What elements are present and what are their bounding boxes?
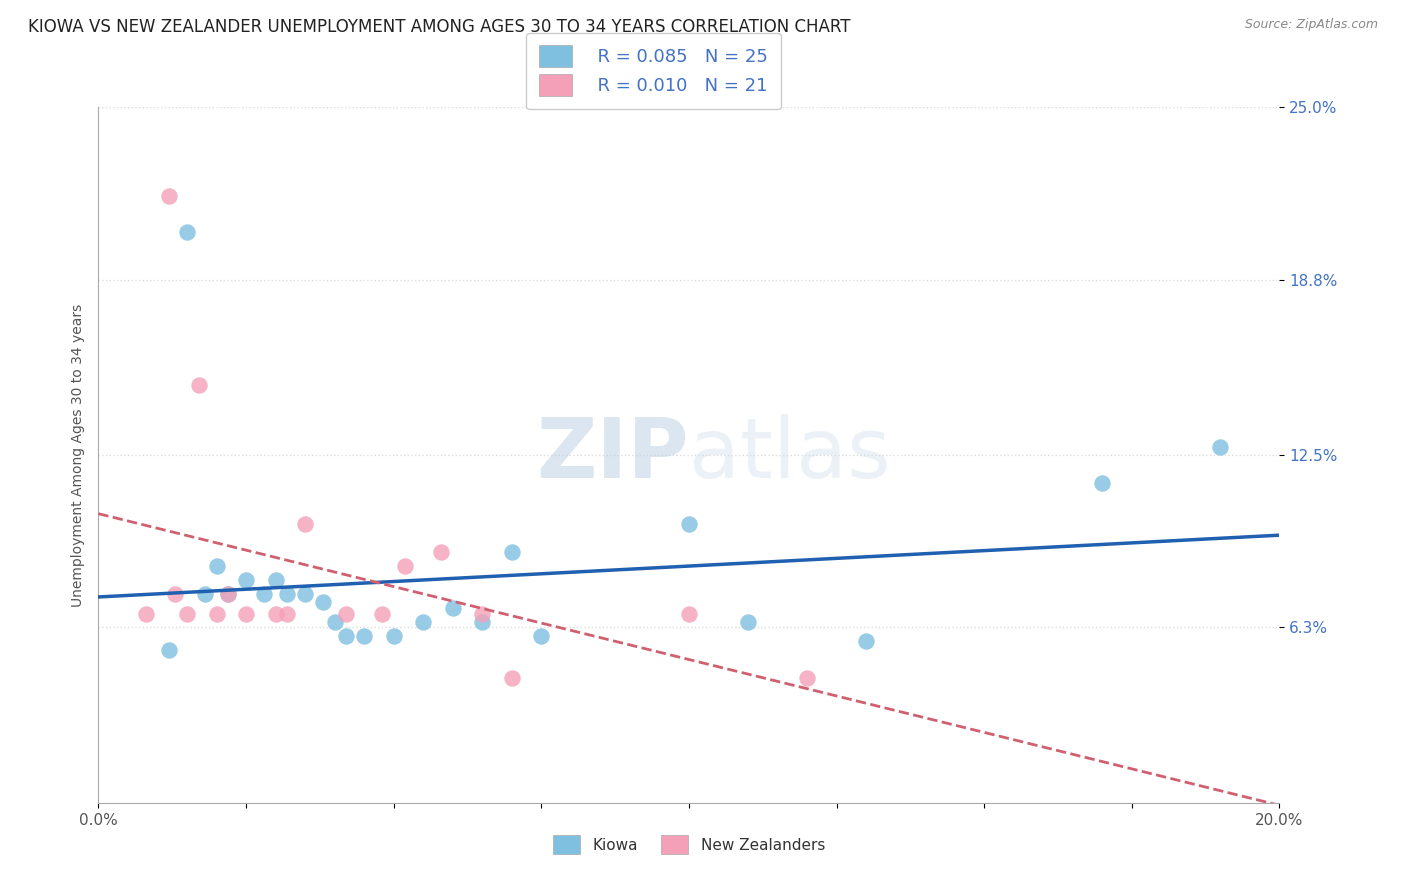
Text: Source: ZipAtlas.com: Source: ZipAtlas.com bbox=[1244, 18, 1378, 31]
Point bbox=[471, 615, 494, 629]
Point bbox=[412, 615, 434, 629]
Point bbox=[176, 225, 198, 239]
Point bbox=[294, 517, 316, 532]
Point bbox=[235, 607, 257, 621]
Point bbox=[855, 634, 877, 648]
Point bbox=[294, 587, 316, 601]
Point bbox=[135, 607, 157, 621]
Point bbox=[382, 629, 405, 643]
Point bbox=[737, 615, 759, 629]
Point bbox=[678, 607, 700, 621]
Point bbox=[187, 378, 209, 392]
Point bbox=[276, 607, 298, 621]
Text: atlas: atlas bbox=[689, 415, 890, 495]
Point bbox=[217, 587, 239, 601]
Point bbox=[312, 595, 335, 609]
Point bbox=[430, 545, 453, 559]
Point bbox=[1209, 440, 1232, 454]
Point bbox=[353, 629, 375, 643]
Point bbox=[264, 607, 287, 621]
Point bbox=[235, 573, 257, 587]
Point bbox=[323, 615, 346, 629]
Point bbox=[205, 607, 228, 621]
Point bbox=[678, 517, 700, 532]
Point bbox=[276, 587, 298, 601]
Point bbox=[157, 642, 180, 657]
Point bbox=[176, 607, 198, 621]
Point bbox=[205, 559, 228, 574]
Point bbox=[217, 587, 239, 601]
Point bbox=[394, 559, 416, 574]
Point bbox=[194, 587, 217, 601]
Point bbox=[165, 587, 187, 601]
Text: KIOWA VS NEW ZEALANDER UNEMPLOYMENT AMONG AGES 30 TO 34 YEARS CORRELATION CHART: KIOWA VS NEW ZEALANDER UNEMPLOYMENT AMON… bbox=[28, 18, 851, 36]
Point bbox=[530, 629, 553, 643]
Point bbox=[253, 587, 276, 601]
Point bbox=[264, 573, 287, 587]
Point bbox=[1091, 475, 1114, 490]
Y-axis label: Unemployment Among Ages 30 to 34 years: Unemployment Among Ages 30 to 34 years bbox=[70, 303, 84, 607]
Point bbox=[796, 671, 818, 685]
Legend: Kiowa, New Zealanders: Kiowa, New Zealanders bbox=[543, 825, 835, 864]
Point bbox=[157, 189, 180, 203]
Point bbox=[371, 607, 394, 621]
Point bbox=[501, 671, 523, 685]
Point bbox=[471, 607, 494, 621]
Point bbox=[335, 629, 357, 643]
Text: ZIP: ZIP bbox=[537, 415, 689, 495]
Point bbox=[501, 545, 523, 559]
Point bbox=[335, 607, 357, 621]
Point bbox=[441, 601, 464, 615]
